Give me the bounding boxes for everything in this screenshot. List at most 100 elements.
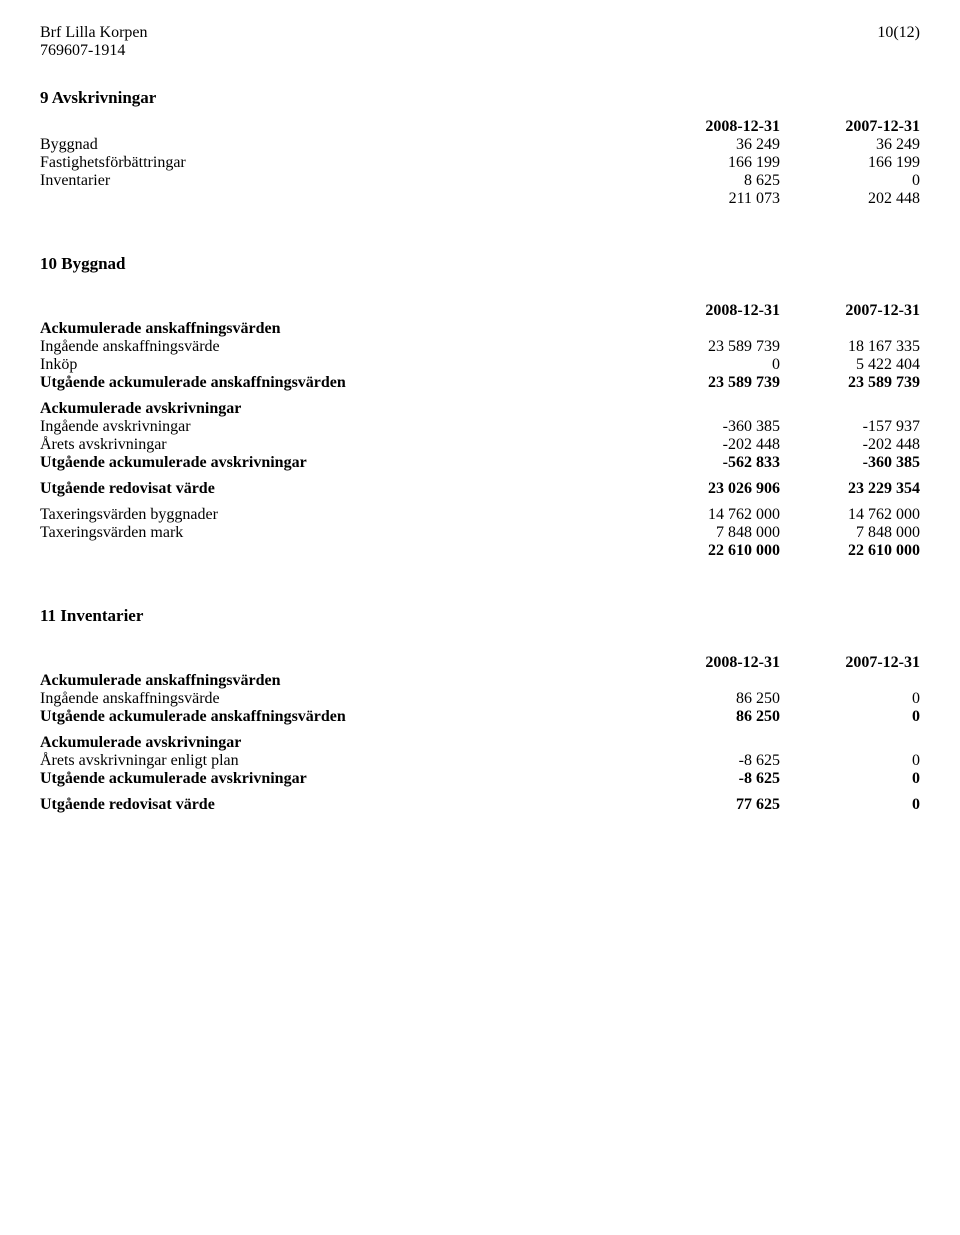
row-v2: 14 762 000 xyxy=(780,506,920,524)
row-v2: 0 xyxy=(780,690,920,708)
table-row: Ingående avskrivningar -360 385 -157 937 xyxy=(40,418,920,436)
row-label: Utgående redovisat värde xyxy=(40,480,640,498)
row-v2: 5 422 404 xyxy=(780,356,920,374)
table-row: Årets avskrivningar -202 448 -202 448 xyxy=(40,436,920,454)
row-v1: -562 833 xyxy=(640,454,780,472)
row-label: Fastighetsförbättringar xyxy=(40,154,640,172)
row-label: Inventarier xyxy=(40,172,640,190)
group2-total-row: Utgående ackumulerade avskrivningar -562… xyxy=(40,454,920,472)
section9-header-row: 2008-12-31 2007-12-31 xyxy=(40,118,920,136)
row-v2: -202 448 xyxy=(780,436,920,454)
page-header: Brf Lilla Korpen 769607-1914 10(12) xyxy=(40,24,920,60)
section10-title: 10 Byggnad xyxy=(40,254,920,274)
group-title: Ackumulerade avskrivningar xyxy=(40,734,920,752)
row-v1: -8 625 xyxy=(640,752,780,770)
table-row: Ingående anskaffningsvärde 23 589 739 18… xyxy=(40,338,920,356)
row-v1: 86 250 xyxy=(640,708,780,726)
row-v1: 14 762 000 xyxy=(640,506,780,524)
blank xyxy=(40,654,640,672)
table-row: Byggnad 36 249 36 249 xyxy=(40,136,920,154)
row-label: Utgående redovisat värde xyxy=(40,796,640,814)
row-v1: 7 848 000 xyxy=(640,524,780,542)
row-label: Årets avskrivningar xyxy=(40,436,640,454)
row-v1: 0 xyxy=(640,356,780,374)
row-label: Ingående avskrivningar xyxy=(40,418,640,436)
blank xyxy=(40,302,640,320)
page-indicator: 10(12) xyxy=(877,24,920,60)
row-label: Utgående ackumulerade anskaffningsvärden xyxy=(40,708,640,726)
row-label: Utgående ackumulerade anskaffningsvärden xyxy=(40,374,640,392)
group1-title: Ackumulerade anskaffningsvärden xyxy=(40,320,640,338)
row-v2: 23 589 739 xyxy=(780,374,920,392)
row-v2: 7 848 000 xyxy=(780,524,920,542)
row-v2: 202 448 xyxy=(780,190,920,208)
row-v1: 22 610 000 xyxy=(640,542,780,560)
row-v1: -202 448 xyxy=(640,436,780,454)
redovisat-row: Utgående redovisat värde 23 026 906 23 2… xyxy=(40,480,920,498)
row-v1: 23 589 739 xyxy=(640,374,780,392)
row-v1: 86 250 xyxy=(640,690,780,708)
section10-col2: 2007-12-31 xyxy=(780,302,920,320)
row-v2: 18 167 335 xyxy=(780,338,920,356)
row-label: Ingående anskaffningsvärde xyxy=(40,338,640,356)
org-number: 769607-1914 xyxy=(40,42,148,60)
row-v2: 0 xyxy=(780,708,920,726)
row-label: Inköp xyxy=(40,356,640,374)
section10-col1: 2008-12-31 xyxy=(640,302,780,320)
section11-header-row: 2008-12-31 2007-12-31 xyxy=(40,654,920,672)
group-title: Ackumulerade anskaffningsvärden xyxy=(40,320,920,338)
section9-col2: 2007-12-31 xyxy=(780,118,920,136)
section11-col1: 2008-12-31 xyxy=(640,654,780,672)
row-v1: 77 625 xyxy=(640,796,780,814)
row-label: Årets avskrivningar enligt plan xyxy=(40,752,640,770)
row-label: Utgående ackumulerade avskrivningar xyxy=(40,454,640,472)
row-v1: 36 249 xyxy=(640,136,780,154)
row-v1: -8 625 xyxy=(640,770,780,788)
table-row: Inköp 0 5 422 404 xyxy=(40,356,920,374)
table-row: Taxeringsvärden mark 7 848 000 7 848 000 xyxy=(40,524,920,542)
group1-title: Ackumulerade anskaffningsvärden xyxy=(40,672,640,690)
row-label: Utgående ackumulerade avskrivningar xyxy=(40,770,640,788)
section10-header-row: 2008-12-31 2007-12-31 xyxy=(40,302,920,320)
section11-title: 11 Inventarier xyxy=(40,606,920,626)
row-label xyxy=(40,190,640,208)
row-label: Byggnad xyxy=(40,136,640,154)
row-v1: 166 199 xyxy=(640,154,780,172)
section9-title: 9 Avskrivningar xyxy=(40,88,920,108)
row-v2: 166 199 xyxy=(780,154,920,172)
row-v2: 0 xyxy=(780,796,920,814)
table-row: Fastighetsförbättringar 166 199 166 199 xyxy=(40,154,920,172)
row-v2: 0 xyxy=(780,172,920,190)
section9-total-row: 211 073 202 448 xyxy=(40,190,920,208)
section9-col1: 2008-12-31 xyxy=(640,118,780,136)
org-name: Brf Lilla Korpen xyxy=(40,24,148,42)
group1-total-row: Utgående ackumulerade anskaffningsvärden… xyxy=(40,708,920,726)
redovisat-row: Utgående redovisat värde 77 625 0 xyxy=(40,796,920,814)
row-v1: -360 385 xyxy=(640,418,780,436)
row-v2: 0 xyxy=(780,752,920,770)
row-v2: -157 937 xyxy=(780,418,920,436)
table-row: Taxeringsvärden byggnader 14 762 000 14 … xyxy=(40,506,920,524)
row-v2: 0 xyxy=(780,770,920,788)
table-row: Inventarier 8 625 0 xyxy=(40,172,920,190)
row-v1: 23 026 906 xyxy=(640,480,780,498)
group2-title: Ackumulerade avskrivningar xyxy=(40,734,640,752)
org-block: Brf Lilla Korpen 769607-1914 xyxy=(40,24,148,60)
row-v2: 36 249 xyxy=(780,136,920,154)
row-v2: 22 610 000 xyxy=(780,542,920,560)
table-row: Ingående anskaffningsvärde 86 250 0 xyxy=(40,690,920,708)
table-row: Årets avskrivningar enligt plan -8 625 0 xyxy=(40,752,920,770)
group2-total-row: Utgående ackumulerade avskrivningar -8 6… xyxy=(40,770,920,788)
row-v2: 23 229 354 xyxy=(780,480,920,498)
section11-col2: 2007-12-31 xyxy=(780,654,920,672)
row-label: Taxeringsvärden mark xyxy=(40,524,640,542)
blank xyxy=(40,118,640,136)
group-title: Ackumulerade anskaffningsvärden xyxy=(40,672,920,690)
group1-total-row: Utgående ackumulerade anskaffningsvärden… xyxy=(40,374,920,392)
row-v1: 211 073 xyxy=(640,190,780,208)
row-label: Taxeringsvärden byggnader xyxy=(40,506,640,524)
group2-title: Ackumulerade avskrivningar xyxy=(40,400,640,418)
row-v1: 23 589 739 xyxy=(640,338,780,356)
row-v2: -360 385 xyxy=(780,454,920,472)
group-title: Ackumulerade avskrivningar xyxy=(40,400,920,418)
